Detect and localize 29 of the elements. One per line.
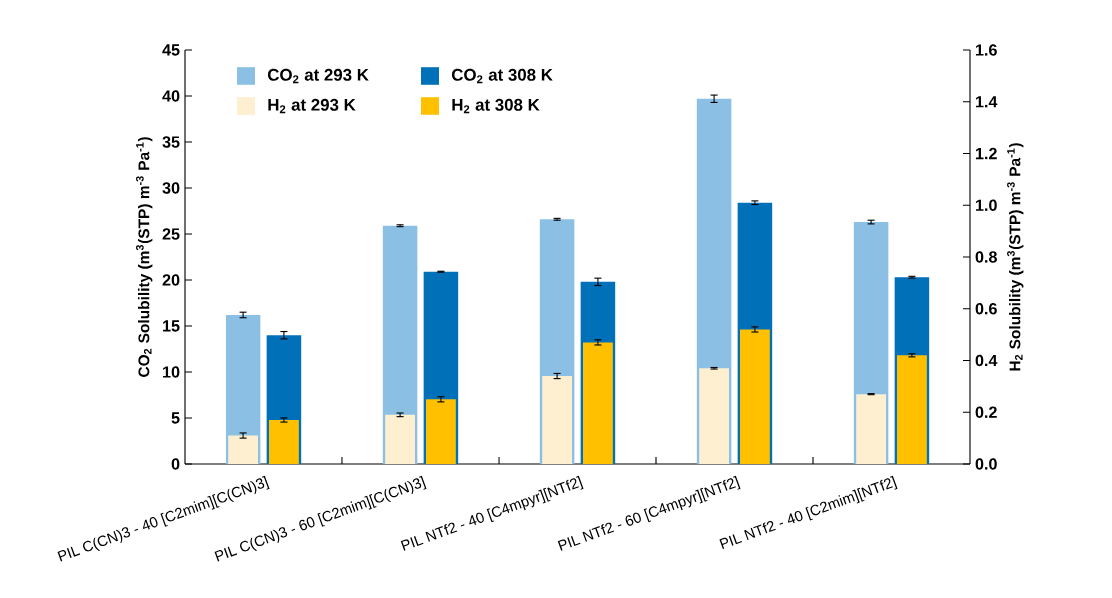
- y2-tick-label: 1.6: [975, 44, 997, 56]
- legend-label: CO$_{2}$ at 293 K: [267, 68, 369, 84]
- y-tick-label: 40: [162, 90, 180, 102]
- y2-tick-label: 0.2: [975, 406, 997, 418]
- text: H$_{2}$ Solubility (m$^{3}$(STP) m$^{-3}$ Pa$^{-1}$): [1007, 143, 1024, 371]
- y-tick-label: 35: [162, 136, 180, 148]
- legend-label: H$_{2}$ at 293 K: [268, 98, 356, 114]
- y2-tick-label: 0.8: [975, 251, 997, 263]
- legend-label: CO$_{2}$ at 308 K: [451, 68, 553, 84]
- y2-tick-label: 1.0: [975, 199, 997, 211]
- bar: [385, 414, 416, 464]
- bar: [699, 368, 730, 464]
- y2-tick-label: 1.4: [975, 96, 998, 108]
- y-tick-label: 45: [162, 44, 180, 56]
- y2-tick-label: 0.0: [975, 458, 997, 470]
- y-tick-label: 25: [162, 228, 180, 240]
- y2-tick-label: 0.4: [975, 354, 998, 367]
- legend-label: H$_{2}$ at 308 K: [452, 98, 540, 114]
- bar: [228, 435, 259, 464]
- y-tick-label: 10: [163, 366, 180, 378]
- y2-tick-label: 0.6: [975, 303, 997, 315]
- y2-tick-label: 1.2: [975, 147, 997, 160]
- y-tick-label: 20: [162, 274, 180, 286]
- y-tick-label: 30: [162, 182, 180, 194]
- y-tick-label: 0: [171, 458, 180, 470]
- bar: [856, 394, 887, 464]
- text: CO$_{2}$ Solubility (m$^{3}$(STP) m$^{-3}$ Pa$^{-1}$): [136, 137, 153, 377]
- y-tick-label: 15: [163, 320, 180, 332]
- y-tick-label: 5: [171, 412, 180, 424]
